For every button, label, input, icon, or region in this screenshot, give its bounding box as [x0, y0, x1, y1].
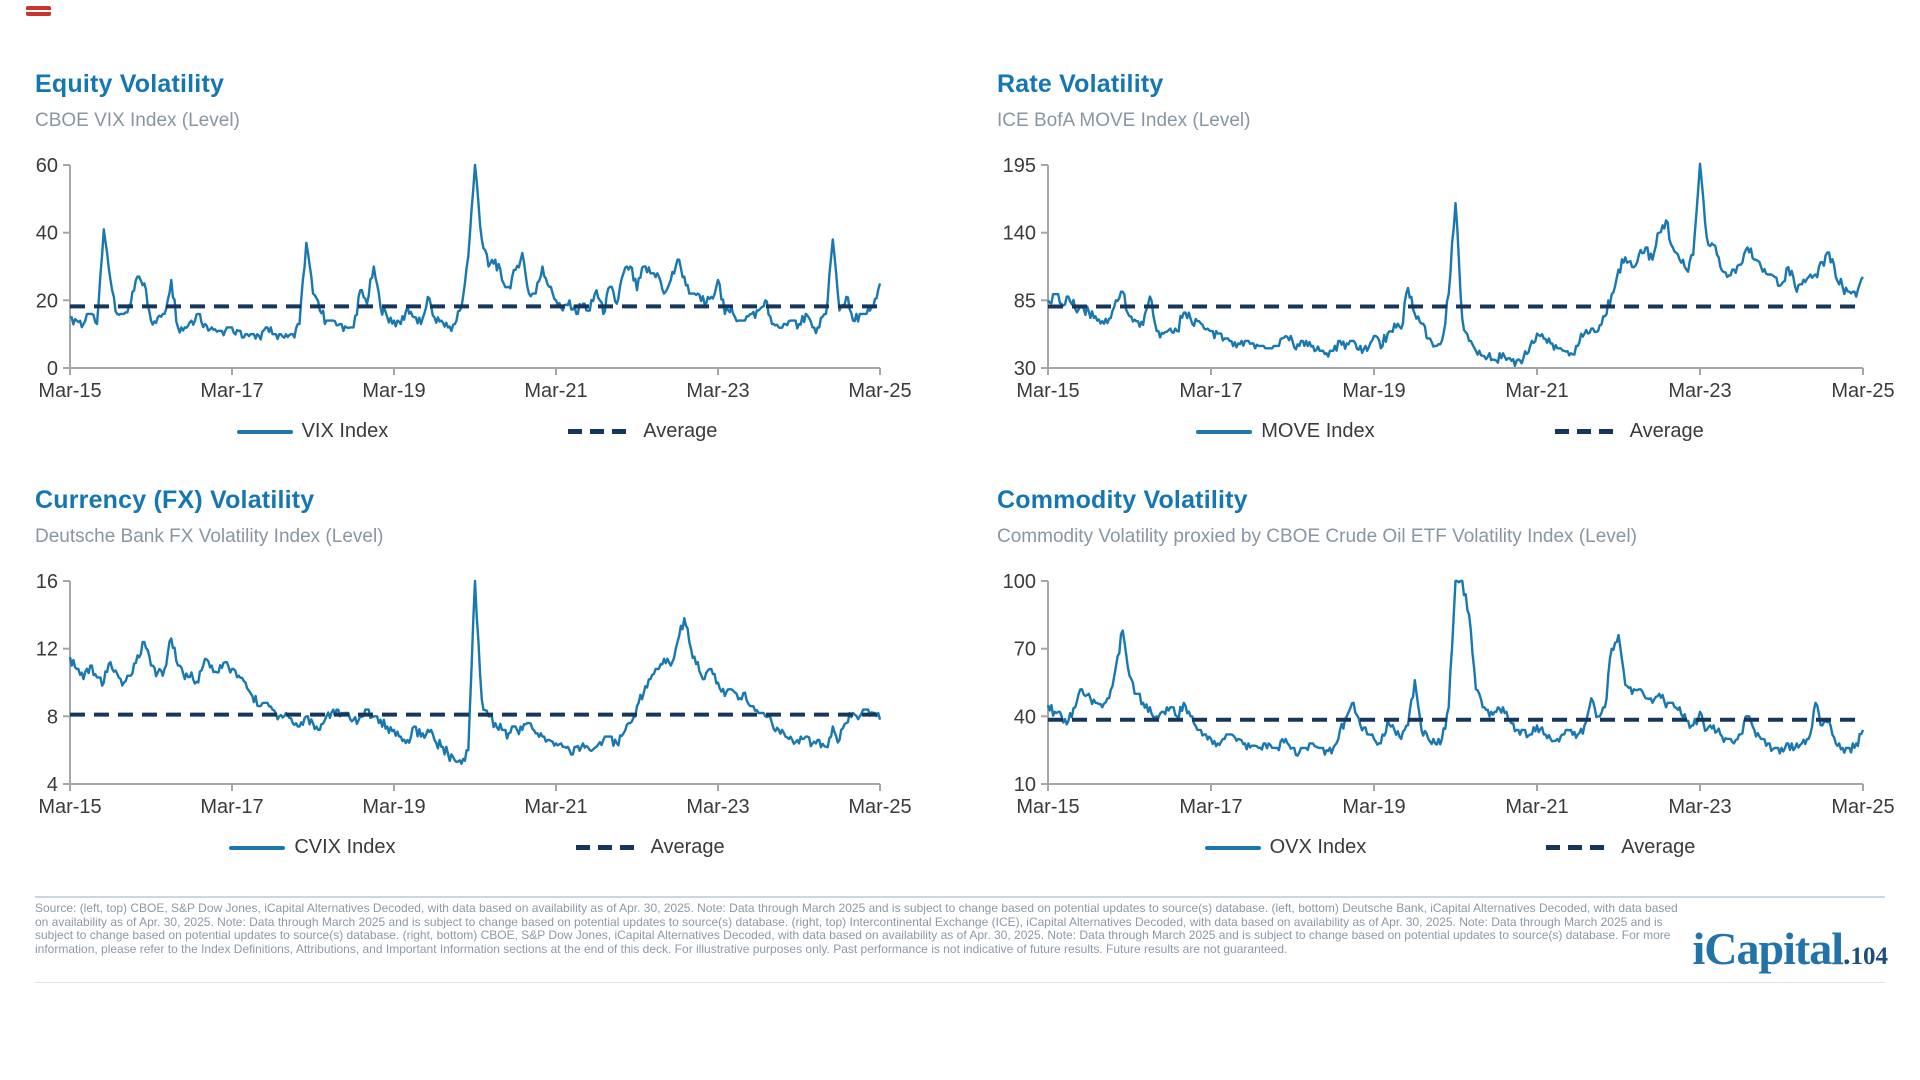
legend-item-series: CVIX Index [229, 836, 396, 859]
legend-item-series: VIX Index [236, 420, 389, 443]
average-dash-swatch [1546, 845, 1613, 850]
series-line-swatch [229, 845, 286, 850]
series-line-swatch [1204, 845, 1261, 850]
svg-text:20: 20 [36, 290, 58, 312]
svg-text:Mar-23: Mar-23 [686, 380, 749, 402]
chart-legend: CVIX Index Average [35, 836, 919, 859]
svg-text:Mar-19: Mar-19 [362, 380, 425, 402]
legend-average-label: Average [1621, 836, 1696, 858]
svg-text:70: 70 [1014, 639, 1036, 661]
legend-item-series: OVX Index [1204, 836, 1367, 859]
svg-text:Mar-19: Mar-19 [1342, 380, 1405, 402]
page-number: 104 [1850, 943, 1889, 970]
svg-text:10: 10 [1014, 774, 1036, 796]
panel-rate-volatility: Rate Volatility ICE BofA MOVE Index (Lev… [990, 62, 1920, 472]
svg-text:Mar-23: Mar-23 [1668, 380, 1731, 402]
panel-currency-volatility: Currency (FX) Volatility Deutsche Bank F… [35, 478, 965, 888]
svg-text:Mar-17: Mar-17 [200, 380, 263, 402]
chart-legend: OVX Index Average [990, 836, 1910, 859]
panel-title: Currency (FX) Volatility [35, 486, 315, 514]
chart-legend: MOVE Index Average [990, 420, 1910, 443]
svg-text:Mar-23: Mar-23 [1668, 796, 1731, 818]
svg-text:Mar-15: Mar-15 [1016, 796, 1079, 818]
svg-text:140: 140 [1003, 223, 1036, 245]
cvix-line-chart: 4 8 12 16 Mar-15 Mar-17 Mar-19 Mar-21 Mar-23 Mar-… [36, 571, 912, 818]
svg-text:0: 0 [47, 358, 58, 380]
move-line-chart: 30 85 140 195 Mar-15 Mar-17 Mar-19 Mar-21 Mar-23… [1003, 155, 1895, 402]
legend-series-label: MOVE Index [1261, 420, 1375, 442]
svg-text:Mar-21: Mar-21 [524, 380, 587, 402]
series-line-swatch [236, 429, 293, 434]
legend-series-label: OVX Index [1269, 836, 1367, 858]
svg-text:8: 8 [47, 706, 58, 728]
panel-subtitle: ICE BofA MOVE Index (Level) [997, 110, 1251, 131]
vix-line-chart: 0 20 40 60 Mar-15 Mar-17 Mar-19 Mar-21 Mar-23 Mar… [36, 155, 912, 402]
panel-subtitle: Deutsche Bank FX Volatility Index (Level… [35, 526, 384, 547]
svg-text:100: 100 [1003, 571, 1036, 593]
svg-text:40: 40 [36, 223, 58, 245]
average-dash-swatch [575, 845, 642, 850]
svg-text:Mar-25: Mar-25 [1831, 380, 1894, 402]
panel-subtitle: CBOE VIX Index (Level) [35, 110, 240, 131]
svg-text:Mar-17: Mar-17 [1179, 380, 1242, 402]
logo-dot: . [1843, 938, 1851, 971]
svg-text:195: 195 [1003, 155, 1036, 177]
icapital-logo-text: iCapital [1692, 923, 1844, 974]
panel-title: Commodity Volatility [997, 486, 1248, 514]
svg-text:40: 40 [1014, 706, 1036, 728]
svg-text:Mar-25: Mar-25 [848, 796, 911, 818]
legend-average-label: Average [650, 836, 725, 858]
panel-commodity-volatility: Commodity Volatility Commodity Volatilit… [990, 478, 1920, 888]
svg-text:85: 85 [1014, 290, 1036, 312]
legend-item-average: Average [568, 420, 717, 443]
chart-legend: VIX Index Average [35, 420, 919, 443]
svg-text:Mar-15: Mar-15 [38, 380, 101, 402]
svg-text:12: 12 [36, 639, 58, 661]
legend-item-average: Average [1546, 836, 1695, 859]
svg-text:Mar-15: Mar-15 [38, 796, 101, 818]
svg-text:Mar-17: Mar-17 [200, 796, 263, 818]
series-line-swatch [1196, 429, 1253, 434]
svg-text:Mar-23: Mar-23 [686, 796, 749, 818]
svg-text:Mar-17: Mar-17 [1179, 796, 1242, 818]
svg-text:4: 4 [47, 774, 58, 796]
svg-text:Mar-15: Mar-15 [1016, 380, 1079, 402]
legend-item-series: MOVE Index [1196, 420, 1375, 443]
panel-title: Rate Volatility [997, 70, 1164, 98]
legend-series-label: CVIX Index [294, 836, 396, 858]
average-dash-swatch [568, 429, 635, 434]
red-marker-icon [26, 6, 51, 16]
panel-title: Equity Volatility [35, 70, 225, 98]
svg-text:60: 60 [36, 155, 58, 177]
svg-text:Mar-19: Mar-19 [362, 796, 425, 818]
svg-text:Mar-21: Mar-21 [524, 796, 587, 818]
svg-text:Mar-21: Mar-21 [1505, 796, 1568, 818]
svg-text:Mar-25: Mar-25 [1831, 796, 1894, 818]
footer-source-text: Source: (left, top) CBOE, S&P Dow Jones,… [35, 901, 1678, 956]
legend-item-average: Average [1554, 420, 1704, 443]
legend-series-label: VIX Index [301, 420, 389, 442]
svg-text:16: 16 [36, 571, 58, 593]
average-dash-swatch [1554, 429, 1621, 434]
svg-text:Mar-19: Mar-19 [1342, 796, 1405, 818]
svg-text:Mar-21: Mar-21 [1505, 380, 1568, 402]
footer-divider [35, 896, 1885, 898]
legend-average-label: Average [1629, 420, 1704, 442]
bottom-divider [35, 982, 1885, 983]
ovx-line-chart: 10 40 70 100 Mar-15 Mar-17 Mar-19 Mar-21 Mar-23 M… [1003, 571, 1895, 818]
svg-text:30: 30 [1014, 358, 1036, 380]
legend-item-average: Average [575, 836, 725, 859]
panel-equity-volatility: Equity Volatility CBOE VIX Index (Level)… [35, 62, 965, 472]
icapital-logo: iCapital.104 [1693, 922, 1888, 975]
panel-subtitle: Commodity Volatility proxied by CBOE Cru… [997, 526, 1637, 547]
svg-text:Mar-25: Mar-25 [848, 380, 911, 402]
legend-average-label: Average [643, 420, 718, 442]
